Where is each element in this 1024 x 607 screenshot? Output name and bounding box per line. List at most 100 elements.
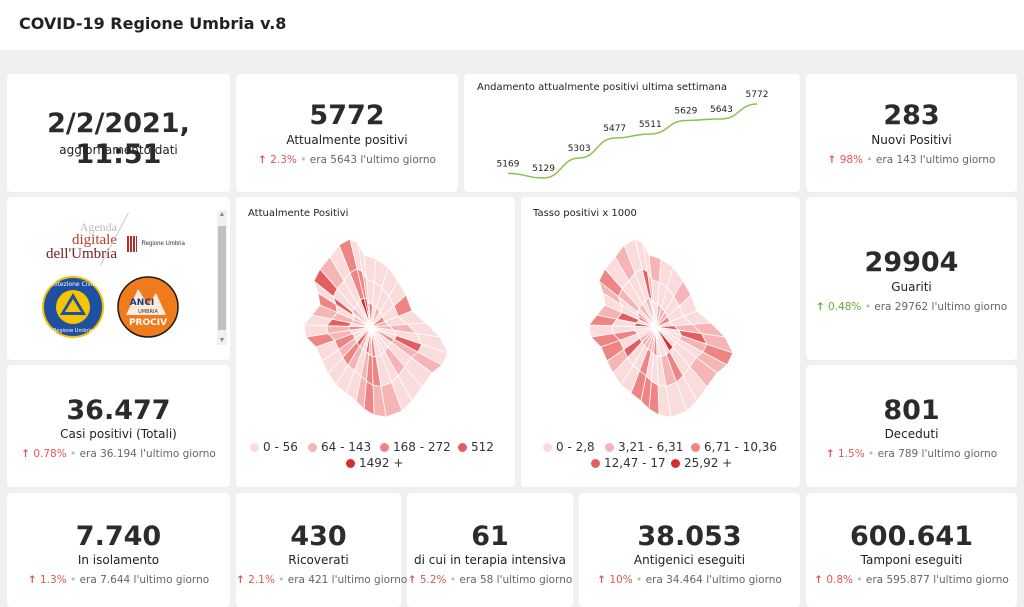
logos-scrollbar[interactable]: ▲ ▼ bbox=[217, 210, 227, 345]
data-label: 5477 bbox=[603, 124, 626, 134]
separator-dot: • bbox=[449, 574, 457, 586]
legend-item-5: 25,92 + bbox=[671, 456, 732, 470]
kpi-delta-prev: era 29762 l'ultimo giorno bbox=[874, 301, 1008, 313]
separator-dot: • bbox=[70, 448, 77, 460]
kpi-value: 7.740 bbox=[75, 521, 162, 552]
kpi-label: Nuovi Positivi bbox=[871, 133, 952, 147]
kpi-delta-prev: era 34.464 l'ultimo giorno bbox=[645, 574, 782, 586]
separator-dot: • bbox=[300, 154, 307, 166]
umbria-choropleth-map[interactable] bbox=[236, 197, 515, 487]
kpi-delta-pct: 1.5% bbox=[838, 448, 865, 460]
trend-series-line bbox=[507, 103, 758, 179]
legend-swatch bbox=[591, 459, 600, 468]
arrow-up-icon: ↑ bbox=[597, 574, 606, 586]
kpi-guariti: 29904 Guariti ↑ 0.48% • era 29762 l'ulti… bbox=[806, 197, 1017, 360]
kpi-delta: ↑ 1.5% • era 789 l'ultimo giorno bbox=[806, 448, 1017, 460]
kpi-delta-prev: era 789 l'ultimo giorno bbox=[877, 448, 998, 460]
kpi-label: Antigenici eseguiti bbox=[633, 553, 746, 567]
separator-dot: • bbox=[70, 574, 77, 586]
regione-umbria-logo: Regione Umbria bbox=[127, 235, 185, 253]
municipality-region[interactable] bbox=[642, 299, 657, 328]
separator-dot: • bbox=[636, 574, 643, 586]
kpi-label: Deceduti bbox=[884, 427, 939, 441]
arrow-up-icon: ↑ bbox=[258, 154, 267, 166]
kpi-value: 36.477 bbox=[66, 395, 171, 426]
kpi-label: In isolamento bbox=[77, 553, 160, 567]
kpi-delta-pct: 2.1% bbox=[248, 574, 275, 586]
kpi-value: 29904 bbox=[864, 247, 959, 278]
logos-card: Agenda digitale dell'Umbria Regione Umbr… bbox=[7, 197, 230, 360]
kpi-delta-pct: 0.78% bbox=[33, 448, 67, 460]
legend-swatch bbox=[605, 443, 614, 452]
kpi-isolamento: 7.740 In isolamento ↑ 1.3% • era 7.644 l… bbox=[7, 493, 230, 607]
protezione-top-text: Protezione Civile bbox=[48, 281, 98, 288]
data-label: 5629 bbox=[674, 106, 697, 116]
kpi-delta: ↑ 98% • era 143 l'ultimo giorno bbox=[806, 154, 1017, 166]
kpi-casi-totali: 36.477 Casi positivi (Totali) ↑ 0.78% • … bbox=[7, 365, 230, 487]
update-card: 2/2/2021, 11:51 aggiornamento dati bbox=[7, 74, 230, 192]
kpi-label: di cui in terapia intensiva bbox=[413, 553, 567, 567]
map-title: Attualmente Positivi bbox=[248, 208, 349, 219]
map-attualmente-positivi-card: Attualmente Positivi 0 - 56 64 - 143 168… bbox=[236, 197, 515, 487]
kpi-delta: ↑ 0.8% • era 595.877 l'ultimo giorno bbox=[806, 574, 1017, 586]
kpi-label: Tamponi eseguiti bbox=[860, 553, 963, 567]
kpi-delta-prev: era 595.877 l'ultimo giorno bbox=[865, 574, 1009, 586]
kpi-delta-pct: 10% bbox=[609, 574, 633, 586]
kpi-delta-pct: 5.2% bbox=[419, 574, 447, 586]
kpi-ricoverati: 430 Ricoverati ↑ 2.1% • era 421 l'ultimo… bbox=[236, 493, 407, 607]
kpi-delta-pct: 98% bbox=[839, 154, 864, 166]
separator-dot: • bbox=[868, 448, 875, 460]
anci-umbria-text: UMBRIA bbox=[138, 309, 158, 315]
legend-swatch bbox=[671, 459, 680, 468]
kpi-antigenici: 38.053 Antigenici eseguiti ↑ 10% • era 3… bbox=[579, 493, 800, 607]
data-label: 5511 bbox=[639, 120, 662, 130]
map-regions[interactable] bbox=[303, 238, 449, 418]
scroll-thumb[interactable] bbox=[218, 226, 226, 330]
chart-title: Andamento attualmente positivi ultima se… bbox=[477, 82, 728, 93]
kpi-label: Ricoverati bbox=[288, 553, 349, 567]
kpi-label: Guariti bbox=[891, 280, 932, 294]
legend-item-2: 3,21 - 6,31 bbox=[605, 440, 683, 454]
kpi-delta-pct: 0.8% bbox=[826, 574, 853, 586]
kpi-delta-pct: 2.3% bbox=[270, 154, 297, 166]
separator-dot: • bbox=[856, 574, 863, 586]
municipality-region[interactable] bbox=[357, 299, 372, 328]
kpi-value: 61 bbox=[471, 521, 509, 552]
kpi-delta: ↑ 10% • era 34.464 l'ultimo giorno bbox=[579, 574, 800, 586]
separator-dot: • bbox=[866, 154, 873, 166]
app-header: COVID-19 Regione Umbria v.8 bbox=[0, 0, 1024, 50]
legend-swatch bbox=[380, 443, 389, 452]
legend-swatch bbox=[691, 443, 700, 452]
legend-item-2: 64 - 143 bbox=[308, 440, 371, 454]
arrow-up-icon: ↑ bbox=[27, 574, 37, 586]
legend-swatch bbox=[250, 443, 259, 452]
kpi-tamponi: 600.641 Tamponi eseguiti ↑ 0.8% • era 59… bbox=[806, 493, 1017, 607]
kpi-delta-prev: era 7.644 l'ultimo giorno bbox=[79, 574, 210, 586]
data-label: 5169 bbox=[497, 159, 520, 169]
scroll-down-icon[interactable]: ▼ bbox=[218, 337, 226, 344]
map-regions[interactable] bbox=[588, 238, 734, 418]
arrow-up-icon: ↑ bbox=[21, 448, 30, 460]
kpi-delta-prev: era 143 l'ultimo giorno bbox=[875, 154, 996, 166]
legend-swatch bbox=[458, 443, 467, 452]
kpi-delta: ↑ 0.48% • era 29762 l'ultimo giorno bbox=[806, 301, 1017, 313]
kpi-delta-pct: 1.3% bbox=[40, 574, 67, 586]
legend-item-4: 512 bbox=[458, 440, 494, 454]
kpi-label: Attualmente positivi bbox=[286, 133, 408, 147]
scroll-up-icon[interactable]: ▲ bbox=[218, 211, 226, 218]
kpi-value: 801 bbox=[883, 395, 940, 426]
umbria-choropleth-map[interactable] bbox=[521, 197, 800, 487]
update-datetime: 2/2/2021, 11:51 bbox=[47, 108, 190, 170]
kpi-delta: ↑ 1.3% • era 7.644 l'ultimo giorno bbox=[7, 574, 230, 586]
kpi-terapia-intensiva: 61 di cui in terapia intensiva ↑ 5.2% • … bbox=[407, 493, 573, 607]
kpi-delta: ↑ 2.3% • era 5643 l'ultimo giorno bbox=[236, 154, 458, 166]
data-label: 5303 bbox=[568, 144, 591, 154]
legend-item-3: 168 - 272 bbox=[380, 440, 451, 454]
trend-line-chart: 5169 5129 5303 5477 5511 5629 5643 5772 bbox=[497, 90, 768, 179]
arrow-up-icon: ↑ bbox=[825, 448, 835, 460]
kpi-deceduti: 801 Deceduti ↑ 1.5% • era 789 l'ultimo g… bbox=[806, 365, 1017, 487]
anci-prociv-logo: ANCI UMBRIA PROCIV bbox=[117, 276, 179, 338]
arrow-up-icon: ↑ bbox=[814, 574, 823, 586]
protezione-civile-logo: Protezione Civile Regione Umbria bbox=[42, 276, 104, 338]
arrow-up-icon: ↑ bbox=[815, 301, 825, 313]
